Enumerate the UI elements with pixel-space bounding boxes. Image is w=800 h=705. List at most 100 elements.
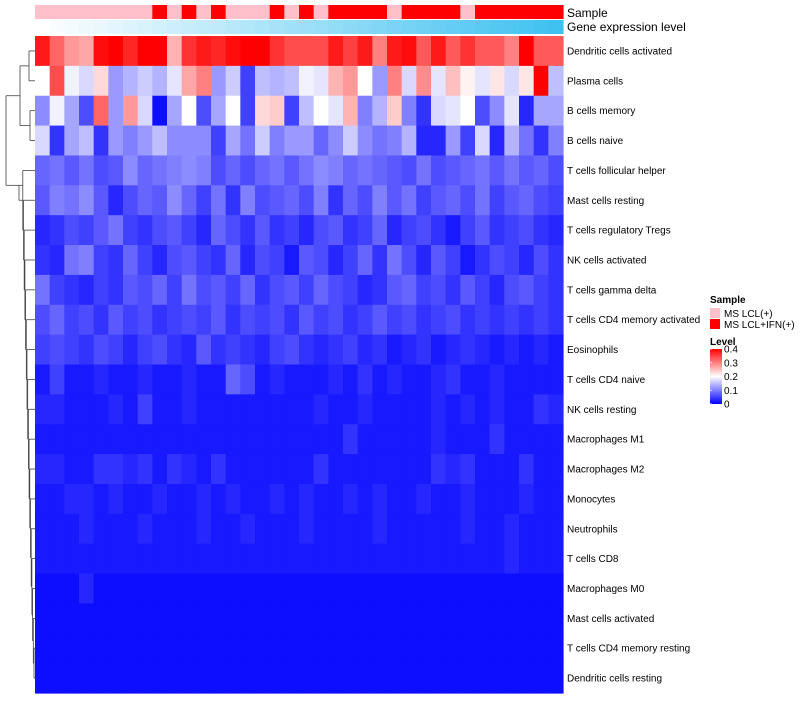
heatmap-cell	[35, 36, 51, 67]
heatmap-cell	[152, 155, 168, 186]
heatmap-cell	[137, 424, 153, 455]
heatmap-cell	[152, 95, 168, 127]
heatmap-cell	[225, 663, 241, 694]
heatmap-cell	[167, 663, 183, 694]
heatmap-cell	[533, 513, 549, 545]
gene-expression-annotation-cell	[372, 20, 388, 34]
heatmap-cell	[35, 633, 51, 664]
heatmap-cell	[284, 543, 300, 575]
heatmap-cell	[401, 334, 417, 366]
heatmap-cell	[269, 663, 285, 694]
heatmap-cell	[225, 245, 241, 276]
heatmap-cell	[460, 245, 476, 276]
heatmap-cell	[533, 65, 549, 97]
heatmap-cell	[416, 633, 432, 664]
heatmap-cell	[93, 454, 109, 485]
sample-annotation-cell	[284, 5, 300, 19]
heatmap-cell	[108, 483, 124, 515]
heatmap-cell	[548, 483, 564, 515]
heatmap-cell	[269, 304, 285, 336]
heatmap-cell	[328, 663, 344, 694]
heatmap-cell	[108, 125, 124, 157]
heatmap-cell	[108, 394, 124, 425]
heatmap-cell	[401, 513, 417, 545]
gene-expression-annotation-cell	[519, 20, 535, 34]
heatmap-cell	[357, 364, 373, 395]
heatmap-cell	[401, 274, 417, 306]
heatmap-cell	[489, 543, 505, 575]
heatmap-cell	[49, 513, 65, 545]
heatmap-cell	[196, 36, 212, 67]
heatmap-cell	[489, 155, 505, 186]
heatmap-cell	[123, 424, 139, 455]
heatmap-cell	[284, 245, 300, 276]
heatmap-cell	[328, 483, 344, 515]
heatmap-cell	[299, 334, 315, 366]
sample-annotation-cell	[533, 5, 549, 19]
heatmap-cell	[489, 334, 505, 366]
heatmap-cell	[79, 603, 95, 634]
heatmap-cell	[328, 573, 344, 605]
heatmap-cell	[255, 573, 271, 605]
column-annotations	[35, 5, 564, 34]
heatmap-cell	[35, 483, 51, 515]
heatmap-cell	[181, 543, 197, 575]
heatmap-cell	[548, 36, 564, 67]
heatmap-cell	[299, 394, 315, 425]
heatmap-cell	[137, 95, 153, 127]
heatmap-cell	[167, 603, 183, 634]
heatmap-cell	[460, 185, 476, 216]
row-label: T cells CD4 naive	[567, 375, 646, 386]
heatmap-cell	[343, 454, 359, 485]
heatmap-cell	[196, 185, 212, 216]
heatmap-cell	[519, 215, 535, 246]
heatmap-cell	[460, 215, 476, 246]
heatmap-cell	[35, 364, 51, 395]
heatmap-cell	[431, 603, 447, 634]
heatmap-cell	[225, 36, 241, 67]
sample-annotation-cell	[93, 5, 109, 19]
heatmap-cell	[431, 424, 447, 455]
sample-annotation-cell	[211, 5, 227, 19]
heatmap-cell	[79, 543, 95, 575]
heatmap-cell	[93, 95, 109, 127]
heatmap-cell	[181, 274, 197, 306]
gene-expression-annotation-cell	[64, 20, 80, 34]
heatmap-cell	[255, 513, 271, 545]
heatmap-cell	[64, 155, 80, 186]
gene-expression-annotation-cell	[211, 20, 227, 34]
heatmap-cell	[240, 603, 256, 634]
gene-expression-annotation-cell	[152, 20, 168, 34]
heatmap-cell	[255, 424, 271, 455]
heatmap-cell	[343, 95, 359, 127]
heatmap-cell	[255, 95, 271, 127]
heatmap-cell	[343, 394, 359, 425]
heatmap-cell	[137, 543, 153, 575]
gene-expression-annotation-cell	[445, 20, 461, 34]
heatmap-cell	[49, 394, 65, 425]
heatmap-cell	[137, 633, 153, 664]
heatmap-cell	[416, 483, 432, 515]
heatmap-cell	[504, 155, 520, 186]
heatmap-cell	[108, 215, 124, 246]
heatmap-cell	[167, 65, 183, 97]
heatmap-cell	[79, 245, 95, 276]
heatmap-cell	[313, 36, 329, 67]
heatmap-cell	[123, 454, 139, 485]
heatmap-cell	[445, 334, 461, 366]
heatmap-cell	[123, 603, 139, 634]
gene-expression-annotation-cell	[167, 20, 183, 34]
heatmap-cell	[548, 95, 564, 127]
heatmap-cell	[196, 603, 212, 634]
heatmap-cell	[489, 245, 505, 276]
sample-annotation-cell	[181, 5, 197, 19]
heatmap-cell	[416, 65, 432, 97]
heatmap-cell	[152, 36, 168, 67]
heatmap-cell	[64, 245, 80, 276]
legend-label-ms-lcl: MS LCL(+)	[724, 309, 773, 320]
heatmap-cell	[284, 513, 300, 545]
heatmap-cell	[533, 95, 549, 127]
heatmap-cell	[519, 245, 535, 276]
heatmap-cell	[299, 185, 315, 216]
heatmap-cell	[533, 155, 549, 186]
